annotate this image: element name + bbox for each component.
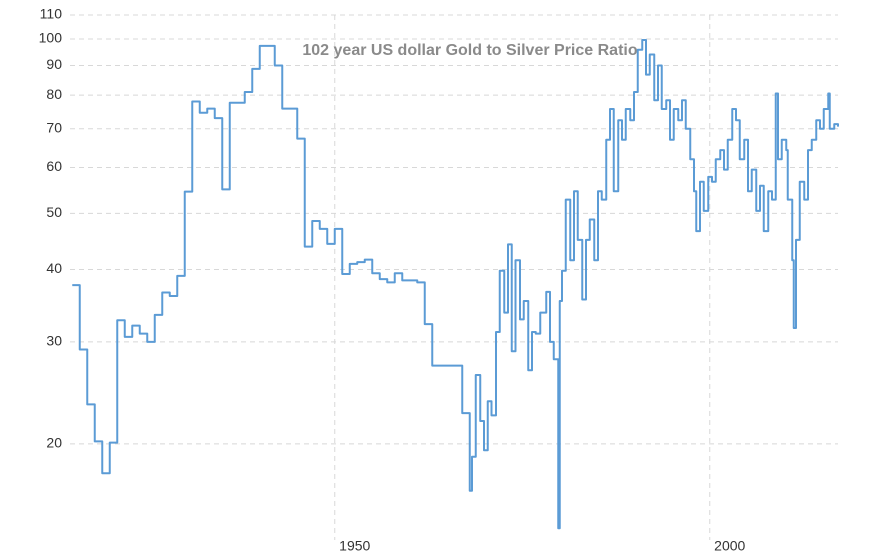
data-line	[72, 38, 839, 530]
y-tick-label: 90	[46, 56, 62, 72]
y-tick-label: 20	[46, 435, 62, 451]
y-tick-label: 60	[46, 158, 62, 174]
y-tick-label: 110	[40, 6, 63, 22]
y-tick-label: 30	[46, 333, 62, 349]
y-tick-label: 40	[46, 260, 62, 276]
x-tick-label: 1950	[339, 538, 370, 554]
chart-title: 102 year US dollar Gold to Silver Price …	[302, 42, 637, 59]
y-tick-label: 50	[46, 204, 62, 220]
y-tick-label: 100	[39, 30, 63, 46]
y-tick-label: 70	[46, 119, 62, 135]
x-tick-label: 2000	[714, 538, 745, 554]
y-tick-label: 80	[46, 86, 62, 102]
